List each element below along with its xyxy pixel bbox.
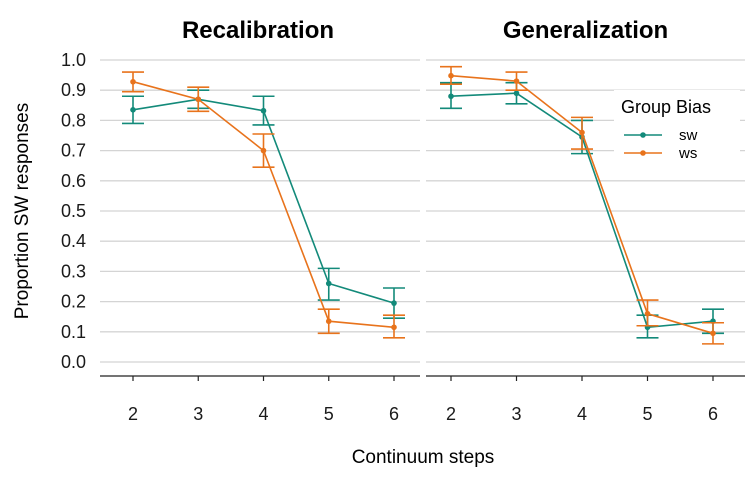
- y-axis-title: Proportion SW responses: [12, 103, 33, 320]
- series-line-sw: [132, 98, 395, 304]
- y-tick-label: 0.8: [61, 110, 86, 130]
- x-tick-label: 3: [193, 404, 203, 424]
- data-point-ws: [195, 96, 202, 103]
- data-point-ws: [260, 147, 267, 154]
- panel-recalibration: [122, 71, 405, 339]
- data-point-ws: [579, 129, 585, 136]
- legend-background: [614, 90, 740, 172]
- x-tick-label: 5: [324, 404, 334, 424]
- x-tick-label: 2: [128, 404, 138, 424]
- y-tick-label: 1.0: [61, 50, 86, 70]
- series-layer: [122, 65, 724, 345]
- data-point-sw: [391, 300, 397, 306]
- legend-key-sw: [624, 132, 662, 138]
- y-tick-label: 0.5: [61, 201, 86, 221]
- data-point-ws: [325, 318, 332, 325]
- x-tick-label: 6: [708, 404, 718, 424]
- panel-title: Recalibration: [182, 17, 334, 44]
- data-point-ws: [130, 78, 136, 85]
- panel-generalization: [440, 65, 724, 345]
- x-axis-title: Continuum steps: [352, 447, 495, 468]
- legend-label: ws: [678, 145, 697, 162]
- y-tick-label: 0.4: [61, 231, 86, 251]
- y-tick-label: 0.6: [61, 171, 86, 191]
- legend-title: Group Bias: [621, 97, 711, 117]
- legend-label: sw: [679, 127, 698, 144]
- data-point-sw: [325, 280, 332, 287]
- y-tick-label: 0.1: [61, 322, 86, 342]
- panel-title: Generalization: [503, 17, 668, 44]
- y-tick-label: 0.9: [61, 80, 86, 100]
- x-tick-label: 3: [511, 404, 521, 424]
- data-point-sw: [130, 107, 136, 113]
- label-layer: 0.0 0.1 0.2 0.3 0.4 0.5 0.6 0.7 0.8 0.9 1.0 Proport…: [12, 17, 718, 468]
- axis-layer: [100, 375, 745, 381]
- y-tick-label: 0.2: [61, 292, 86, 312]
- legend-key-marker: [640, 150, 646, 156]
- data-point-ws: [448, 72, 454, 79]
- data-point-ws: [391, 324, 397, 331]
- x-tick-label: 4: [258, 404, 268, 424]
- data-point-ws: [513, 78, 520, 84]
- x-tick-label: 4: [577, 404, 587, 424]
- x-tick-label: 6: [389, 404, 399, 424]
- legend-key-marker: [640, 132, 646, 138]
- data-point-sw: [260, 107, 267, 114]
- x-tick-label: 5: [642, 404, 652, 424]
- data-point-sw: [448, 93, 454, 100]
- x-tick-label: 2: [446, 404, 456, 424]
- data-point-ws: [710, 330, 716, 337]
- grid-layer: [100, 59, 745, 363]
- y-tick-label: 0.3: [61, 261, 86, 281]
- y-tick-label: 0.0: [61, 352, 86, 372]
- data-point-sw: [513, 90, 520, 97]
- y-tick-label: 0.7: [61, 141, 86, 161]
- data-point-ws: [644, 310, 651, 317]
- legend-key-ws: [624, 150, 662, 156]
